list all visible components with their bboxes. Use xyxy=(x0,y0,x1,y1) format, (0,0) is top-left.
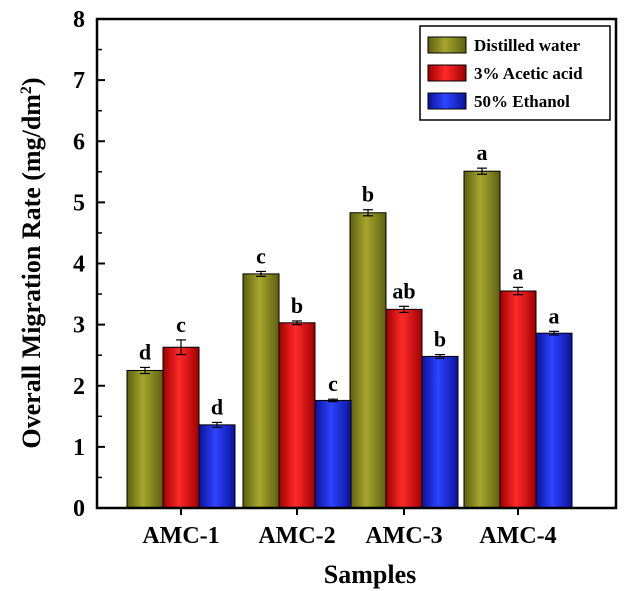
bar-amc-2-series-0 xyxy=(242,273,280,509)
y-tick-label: 0 xyxy=(73,496,85,522)
error-bar-amc-1-series-0 xyxy=(140,366,150,375)
y-axis-title-superscript: 2 xyxy=(18,86,35,94)
error-bars-layer xyxy=(140,167,559,428)
significance-label-amc-1-series-1: c xyxy=(176,312,186,337)
significance-label-amc-2-series-0: c xyxy=(256,243,266,268)
x-tick-label-amc-4: AMC-4 xyxy=(479,523,556,549)
error-bar-amc-3-series-0 xyxy=(363,209,373,217)
y-tick-label: 2 xyxy=(73,374,85,400)
y-tick-label: 7 xyxy=(73,68,85,94)
significance-label-amc-1-series-2: d xyxy=(211,394,223,419)
legend: Distilled water 3% Acetic acid 50% Ethan… xyxy=(419,25,611,121)
x-axis-title: Samples xyxy=(324,560,416,589)
error-bar-amc-3-series-2 xyxy=(435,353,445,359)
bar-amc-3-series-0 xyxy=(349,212,387,509)
bar-amc-1-series-2 xyxy=(198,424,236,509)
y-tick-label: 1 xyxy=(73,435,85,461)
error-bar-amc-2-series-1 xyxy=(292,320,302,326)
x-tick-label-amc-1: AMC-1 xyxy=(142,523,219,549)
bar-amc-1-series-0 xyxy=(126,369,164,509)
y-axis-ticks: 0 1 2 3 4 5 6 7 8 xyxy=(73,7,105,522)
x-axis-ticks: AMC-1 AMC-2 AMC-3 AMC-4 xyxy=(142,508,557,549)
x-tick-label-amc-2: AMC-2 xyxy=(258,523,335,549)
y-tick-label: 3 xyxy=(73,313,85,339)
significance-label-amc-2-series-1: b xyxy=(291,293,303,318)
error-bar-amc-4-series-1 xyxy=(513,286,523,296)
significance-label-amc-2-series-2: c xyxy=(328,371,338,396)
significance-label-amc-1-series-0: d xyxy=(139,339,151,364)
significance-label-amc-3-series-2: b xyxy=(434,327,446,352)
y-tick-label: 5 xyxy=(73,190,85,216)
legend-label-distilled-water: Distilled water xyxy=(474,36,581,55)
bar-amc-1-series-1 xyxy=(162,346,200,509)
legend-label-ethanol: 50% Ethanol xyxy=(474,92,570,111)
significance-label-amc-4-series-1: a xyxy=(513,259,524,284)
y-axis-title-main: Overall Migration Rate (mg/dm xyxy=(17,94,46,449)
error-bar-amc-4-series-2 xyxy=(549,330,559,336)
bar-amc-2-series-1 xyxy=(278,322,316,509)
legend-swatch-distilled-water xyxy=(427,36,467,54)
y-tick-label: 6 xyxy=(73,129,85,155)
legend-label-acetic-acid: 3% Acetic acid xyxy=(474,64,583,83)
x-tick-label-amc-3: AMC-3 xyxy=(365,523,442,549)
significance-label-amc-3-series-0: b xyxy=(362,182,374,207)
significance-label-amc-4-series-2: a xyxy=(549,303,560,328)
bar-amc-4-series-1 xyxy=(499,290,537,509)
significance-label-amc-3-series-1: ab xyxy=(392,278,415,303)
error-bar-amc-4-series-0 xyxy=(477,167,487,175)
error-bar-amc-1-series-1 xyxy=(176,339,186,356)
bars-layer xyxy=(126,170,573,509)
y-tick-label: 8 xyxy=(73,7,85,33)
bar-amc-3-series-1 xyxy=(385,308,423,509)
legend-swatch-ethanol xyxy=(427,92,467,110)
y-axis-title-close: ) xyxy=(17,77,46,86)
error-bar-amc-2-series-2 xyxy=(328,398,338,403)
significance-label-amc-4-series-0: a xyxy=(477,140,488,165)
bar-amc-4-series-0 xyxy=(463,170,501,509)
y-axis-title: Overall Migration Rate (mg/dm2) xyxy=(17,77,46,448)
bar-amc-4-series-2 xyxy=(535,332,573,509)
y-tick-label: 4 xyxy=(73,252,85,278)
legend-swatch-acetic-acid xyxy=(427,64,467,82)
error-bar-amc-2-series-0 xyxy=(256,270,266,277)
error-bar-amc-1-series-2 xyxy=(212,421,222,428)
error-bar-amc-3-series-1 xyxy=(399,305,409,313)
bar-amc-2-series-2 xyxy=(314,399,352,509)
bar-amc-3-series-2 xyxy=(421,355,459,509)
